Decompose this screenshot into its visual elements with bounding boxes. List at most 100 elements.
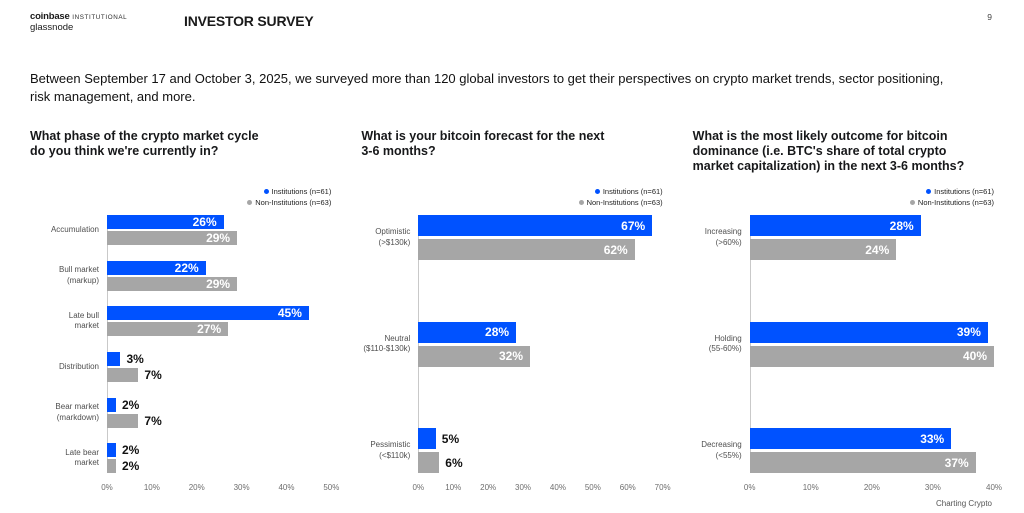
bar-non-institutions — [107, 367, 139, 382]
axis-tick-label: 10% — [802, 483, 819, 493]
bar-track: 2% — [107, 397, 331, 412]
plot-area: Accumulation 26% 29% Bull market (markup) 22… — [30, 215, 331, 474]
bar-non-institutions: 62% — [418, 239, 635, 261]
category-label: Distribution — [58, 361, 99, 371]
value-label: 32% — [498, 349, 524, 364]
bar-institutions — [107, 351, 121, 366]
bar-non-institutions: 27% — [107, 322, 229, 337]
chart-question-title: What is your bitcoin forecast for the ne… — [361, 128, 605, 158]
bar-non-institutions: 24% — [749, 239, 897, 261]
chart-legend: Institutions (n=61) Non-Institutions (n=… — [693, 187, 994, 207]
chart-btc-dominance: What is the most likely outcome for bitc… — [693, 118, 1002, 495]
bar-track: 2% — [107, 443, 331, 458]
bar-track: 67% — [418, 215, 662, 237]
non-institutions-dot-icon — [909, 200, 915, 206]
y-axis-line — [107, 215, 108, 474]
category-label: Bull market (markup) — [58, 265, 99, 285]
value-label: 39% — [956, 325, 981, 340]
axis-tick-label: 30% — [233, 483, 250, 493]
bar-non-institutions: 40% — [749, 345, 994, 367]
value-label: 2% — [121, 459, 140, 474]
y-axis-line — [418, 215, 420, 474]
legend-label: Institutions (n=61) — [271, 187, 332, 197]
bar-track: 27% — [107, 322, 331, 337]
footer-caption: Charting Crypto — [935, 499, 992, 509]
category-label: Decreasing (<55%) — [701, 440, 742, 460]
value-label: 67% — [621, 218, 646, 233]
bar-pair: 26% 29% — [107, 215, 331, 246]
bar-track: 7% — [107, 367, 331, 382]
bar-track: 45% — [107, 306, 331, 321]
bar-track: 3% — [107, 351, 331, 366]
bar-group: Late bull market 45% 27% — [30, 306, 331, 337]
bar-track: 7% — [107, 413, 331, 428]
bar-group: Decreasing (<55%) 33% 37% — [693, 428, 994, 474]
bar-institutions: 67% — [418, 215, 653, 237]
bar-group: Bear market (markdown) 2% 7% — [30, 397, 331, 428]
bar-track: 62% — [418, 239, 662, 261]
axis-tick-label: 50% — [323, 483, 340, 493]
bar-non-institutions: 29% — [107, 231, 238, 246]
bar-non-institutions: 37% — [749, 452, 976, 474]
plot-area: Optimistic (>$130k) 67% 62% Neutral ($110-$… — [361, 215, 662, 474]
x-axis: 0% 10% 20% 30% 40% 50% 60% 70% — [413, 483, 671, 495]
legend-label: Non-Institutions (n=63) — [917, 198, 994, 208]
value-label: 28% — [485, 325, 510, 340]
bar-group: Increasing (>60%) 28% 24% — [693, 215, 994, 261]
axis-tick-label: 20% — [863, 483, 880, 493]
bar-non-institutions — [107, 459, 116, 474]
chart-market-cycle: What phase of the crypto market cycle do… — [30, 118, 339, 495]
legend-item-institutions: Institutions (n=61) — [594, 187, 663, 196]
axis-tick-label: 10% — [143, 483, 160, 493]
bar-group: Holding (55-60%) 39% 40% — [693, 321, 994, 367]
chart-legend: Institutions (n=61) Non-Institutions (n=… — [361, 187, 663, 207]
category-label: Accumulation — [50, 224, 99, 234]
bar-track: 2% — [107, 459, 331, 474]
value-label: 40% — [962, 349, 987, 364]
legend-item-institutions: Institutions (n=61) — [926, 187, 994, 196]
value-label: 29% — [206, 231, 231, 246]
value-label: 22% — [174, 260, 199, 275]
bar-track: 37% — [749, 452, 994, 474]
value-label: 24% — [865, 242, 890, 257]
bar-non-institutions — [107, 413, 139, 428]
bar-group: Distribution 3% 7% — [30, 351, 331, 382]
bar-track: 5% — [418, 428, 662, 450]
bar-track: 40% — [749, 345, 994, 367]
bar-institutions: 28% — [749, 215, 921, 237]
y-axis-line — [749, 215, 751, 474]
bar-institutions: 33% — [749, 428, 952, 450]
bar-track: 22% — [107, 260, 331, 275]
bar-pair: 28% 24% — [749, 215, 994, 261]
value-label: 27% — [197, 322, 222, 337]
category-label: Optimistic (>$130k) — [375, 227, 411, 247]
value-label: 5% — [441, 431, 460, 446]
value-label: 6% — [445, 455, 463, 470]
value-label: 29% — [206, 276, 231, 291]
chart-question-title: What phase of the crypto market cycle do… — [30, 128, 259, 158]
document-title: INVESTOR SURVEY — [184, 13, 314, 29]
institutions-dot-icon — [263, 189, 269, 195]
institutions-dot-icon — [594, 189, 600, 195]
bar-track: 26% — [107, 215, 331, 230]
bar-group: Optimistic (>$130k) 67% 62% — [361, 215, 662, 261]
axis-tick-label: 0% — [412, 483, 425, 493]
value-label: 37% — [944, 455, 969, 470]
axis-tick-label: 30% — [515, 483, 532, 493]
bar-group: Neutral ($110-$130k) 28% 32% — [361, 321, 662, 367]
bar-institutions — [418, 428, 436, 450]
category-label: Neutral ($110-$130k) — [363, 333, 411, 354]
axis-tick-label: 20% — [480, 483, 497, 493]
axis-tick-label: 70% — [654, 483, 671, 493]
legend-item-non-institutions: Non-Institutions (n=63) — [578, 198, 663, 207]
institutional-wordmark: INSTITUTIONAL — [72, 14, 128, 21]
bar-pair: 67% 62% — [418, 215, 662, 261]
chart-bitcoin-forecast: What is your bitcoin forecast for the ne… — [361, 118, 671, 495]
bar-track: 24% — [749, 239, 994, 261]
value-label: 62% — [603, 242, 628, 257]
bar-track: 39% — [749, 321, 994, 343]
bar-track: 28% — [418, 321, 662, 343]
legend-item-non-institutions: Non-Institutions (n=63) — [247, 198, 331, 207]
bar-pair: 39% 40% — [749, 321, 994, 367]
